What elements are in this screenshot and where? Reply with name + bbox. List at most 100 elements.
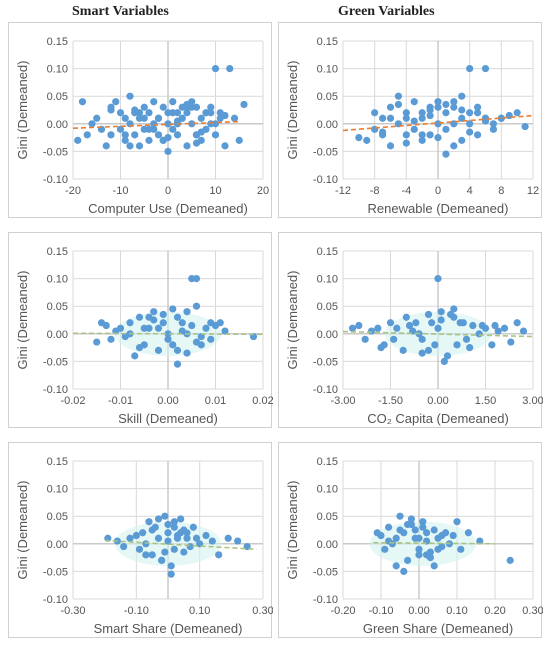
chart-computer-use: -0.10 -0.05 0.00 0.05 0.10 0.15 -20 -10 0 10 20 Com… bbox=[15, 36, 269, 216]
data-point bbox=[173, 117, 182, 125]
data-point bbox=[438, 531, 446, 540]
data-point bbox=[423, 551, 431, 559]
data-point bbox=[188, 321, 196, 330]
x-tick-label: 0.00 bbox=[408, 605, 429, 617]
y-axis-label: Gini (Demeaned) bbox=[15, 481, 30, 580]
y-axis-label: Gini (Demeaned) bbox=[15, 61, 30, 160]
data-point bbox=[457, 545, 465, 553]
data-point bbox=[192, 534, 201, 542]
y-tick-label: 0.10 bbox=[317, 484, 338, 496]
y-tick-label: 0.10 bbox=[47, 484, 68, 496]
data-point bbox=[164, 330, 172, 338]
panel-skill: -0.10 -0.05 0.00 0.05 0.10 0.15 -0.02 -0.01 0.00… bbox=[8, 232, 274, 428]
data-point bbox=[120, 542, 128, 551]
data-point bbox=[164, 520, 172, 529]
y-tick-label: 0.10 bbox=[47, 64, 68, 76]
x-tick-label: -0.10 bbox=[368, 605, 393, 617]
x-tick-label: 0.00 bbox=[157, 395, 178, 407]
data-point bbox=[140, 324, 148, 332]
x-tick-label: 0.02 bbox=[252, 395, 273, 407]
data-point bbox=[158, 556, 166, 564]
data-point bbox=[211, 131, 220, 139]
data-point bbox=[402, 139, 410, 147]
data-point bbox=[93, 114, 101, 122]
data-point bbox=[189, 523, 197, 531]
data-point bbox=[371, 109, 379, 117]
data-point bbox=[462, 335, 471, 343]
y-axis-label: Gini (Demeaned) bbox=[285, 271, 300, 370]
y-tick-label: 0.10 bbox=[47, 274, 68, 286]
data-point bbox=[169, 305, 177, 313]
data-point bbox=[170, 523, 178, 531]
data-point bbox=[434, 98, 442, 106]
data-point bbox=[215, 551, 223, 559]
chart-smart-share: -0.10-0.050.000.050.100.15-0.30 -0.10 0.10… bbox=[15, 456, 274, 636]
data-point bbox=[183, 142, 191, 150]
data-point bbox=[140, 114, 148, 122]
data-point bbox=[169, 98, 177, 106]
data-point bbox=[450, 98, 458, 106]
x-tick-label: -8 bbox=[370, 185, 380, 197]
x-tick-label: 8 bbox=[498, 185, 504, 197]
data-point bbox=[466, 344, 474, 352]
data-point bbox=[489, 120, 498, 128]
x-tick-label: 20 bbox=[257, 185, 269, 197]
data-point bbox=[434, 120, 442, 128]
data-point bbox=[450, 142, 458, 150]
chart-co2-capita: -0.10 -0.05 0.00 0.05 0.10 0.15 -3.00 -1.50 0.00… bbox=[285, 246, 544, 426]
x-axis-label: Computer Use (Demeaned) bbox=[88, 201, 248, 216]
y-tick-label: -0.05 bbox=[313, 566, 338, 578]
y-tick-label: -0.05 bbox=[313, 356, 338, 368]
data-point bbox=[154, 346, 163, 354]
data-point bbox=[392, 534, 400, 542]
data-point bbox=[207, 109, 215, 117]
data-point bbox=[434, 134, 442, 142]
data-point bbox=[178, 319, 186, 327]
data-point bbox=[434, 545, 442, 553]
data-point bbox=[216, 319, 224, 327]
data-point bbox=[177, 515, 185, 523]
chart-green-share: -0.10-0.050.000.050.100.15-0.20 -0.10 0.00… bbox=[285, 456, 544, 636]
data-point bbox=[464, 529, 472, 537]
data-point bbox=[150, 316, 158, 324]
data-point bbox=[418, 136, 426, 144]
data-point bbox=[426, 111, 434, 120]
y-tick-label: 0.00 bbox=[317, 539, 338, 551]
data-point bbox=[161, 548, 169, 556]
data-point bbox=[521, 122, 529, 131]
y-tick-label: 0.00 bbox=[47, 539, 68, 551]
data-point bbox=[513, 109, 521, 117]
data-point bbox=[135, 545, 144, 553]
y-tick-label: 0.00 bbox=[317, 119, 338, 131]
data-point bbox=[458, 92, 466, 100]
data-point bbox=[494, 327, 502, 335]
data-point bbox=[458, 106, 466, 114]
data-point bbox=[392, 562, 400, 570]
x-tick-label: 0.20 bbox=[484, 605, 505, 617]
data-point bbox=[378, 114, 387, 122]
data-point bbox=[207, 335, 215, 343]
data-point bbox=[224, 534, 232, 542]
trend-line bbox=[72, 120, 240, 130]
data-point bbox=[74, 136, 82, 144]
data-point bbox=[489, 125, 498, 133]
x-tick-label: -3.00 bbox=[330, 395, 355, 407]
data-point bbox=[234, 537, 242, 545]
x-axis-label: Green Share (Demeaned) bbox=[363, 621, 513, 636]
data-point bbox=[447, 310, 455, 319]
data-point bbox=[102, 321, 110, 330]
data-point bbox=[230, 114, 239, 122]
x-tick-label: 0.30 bbox=[522, 605, 543, 617]
data-point bbox=[150, 308, 158, 316]
data-point bbox=[159, 310, 167, 319]
data-point bbox=[102, 142, 110, 150]
data-point bbox=[159, 319, 167, 327]
data-point bbox=[443, 352, 452, 360]
data-point bbox=[148, 551, 156, 559]
data-point bbox=[150, 98, 158, 106]
data-point bbox=[126, 92, 134, 100]
y-tick-label: 0.00 bbox=[47, 329, 68, 341]
data-point bbox=[142, 551, 150, 559]
data-point bbox=[450, 305, 458, 313]
column-title-green: Green Variables bbox=[338, 4, 435, 19]
